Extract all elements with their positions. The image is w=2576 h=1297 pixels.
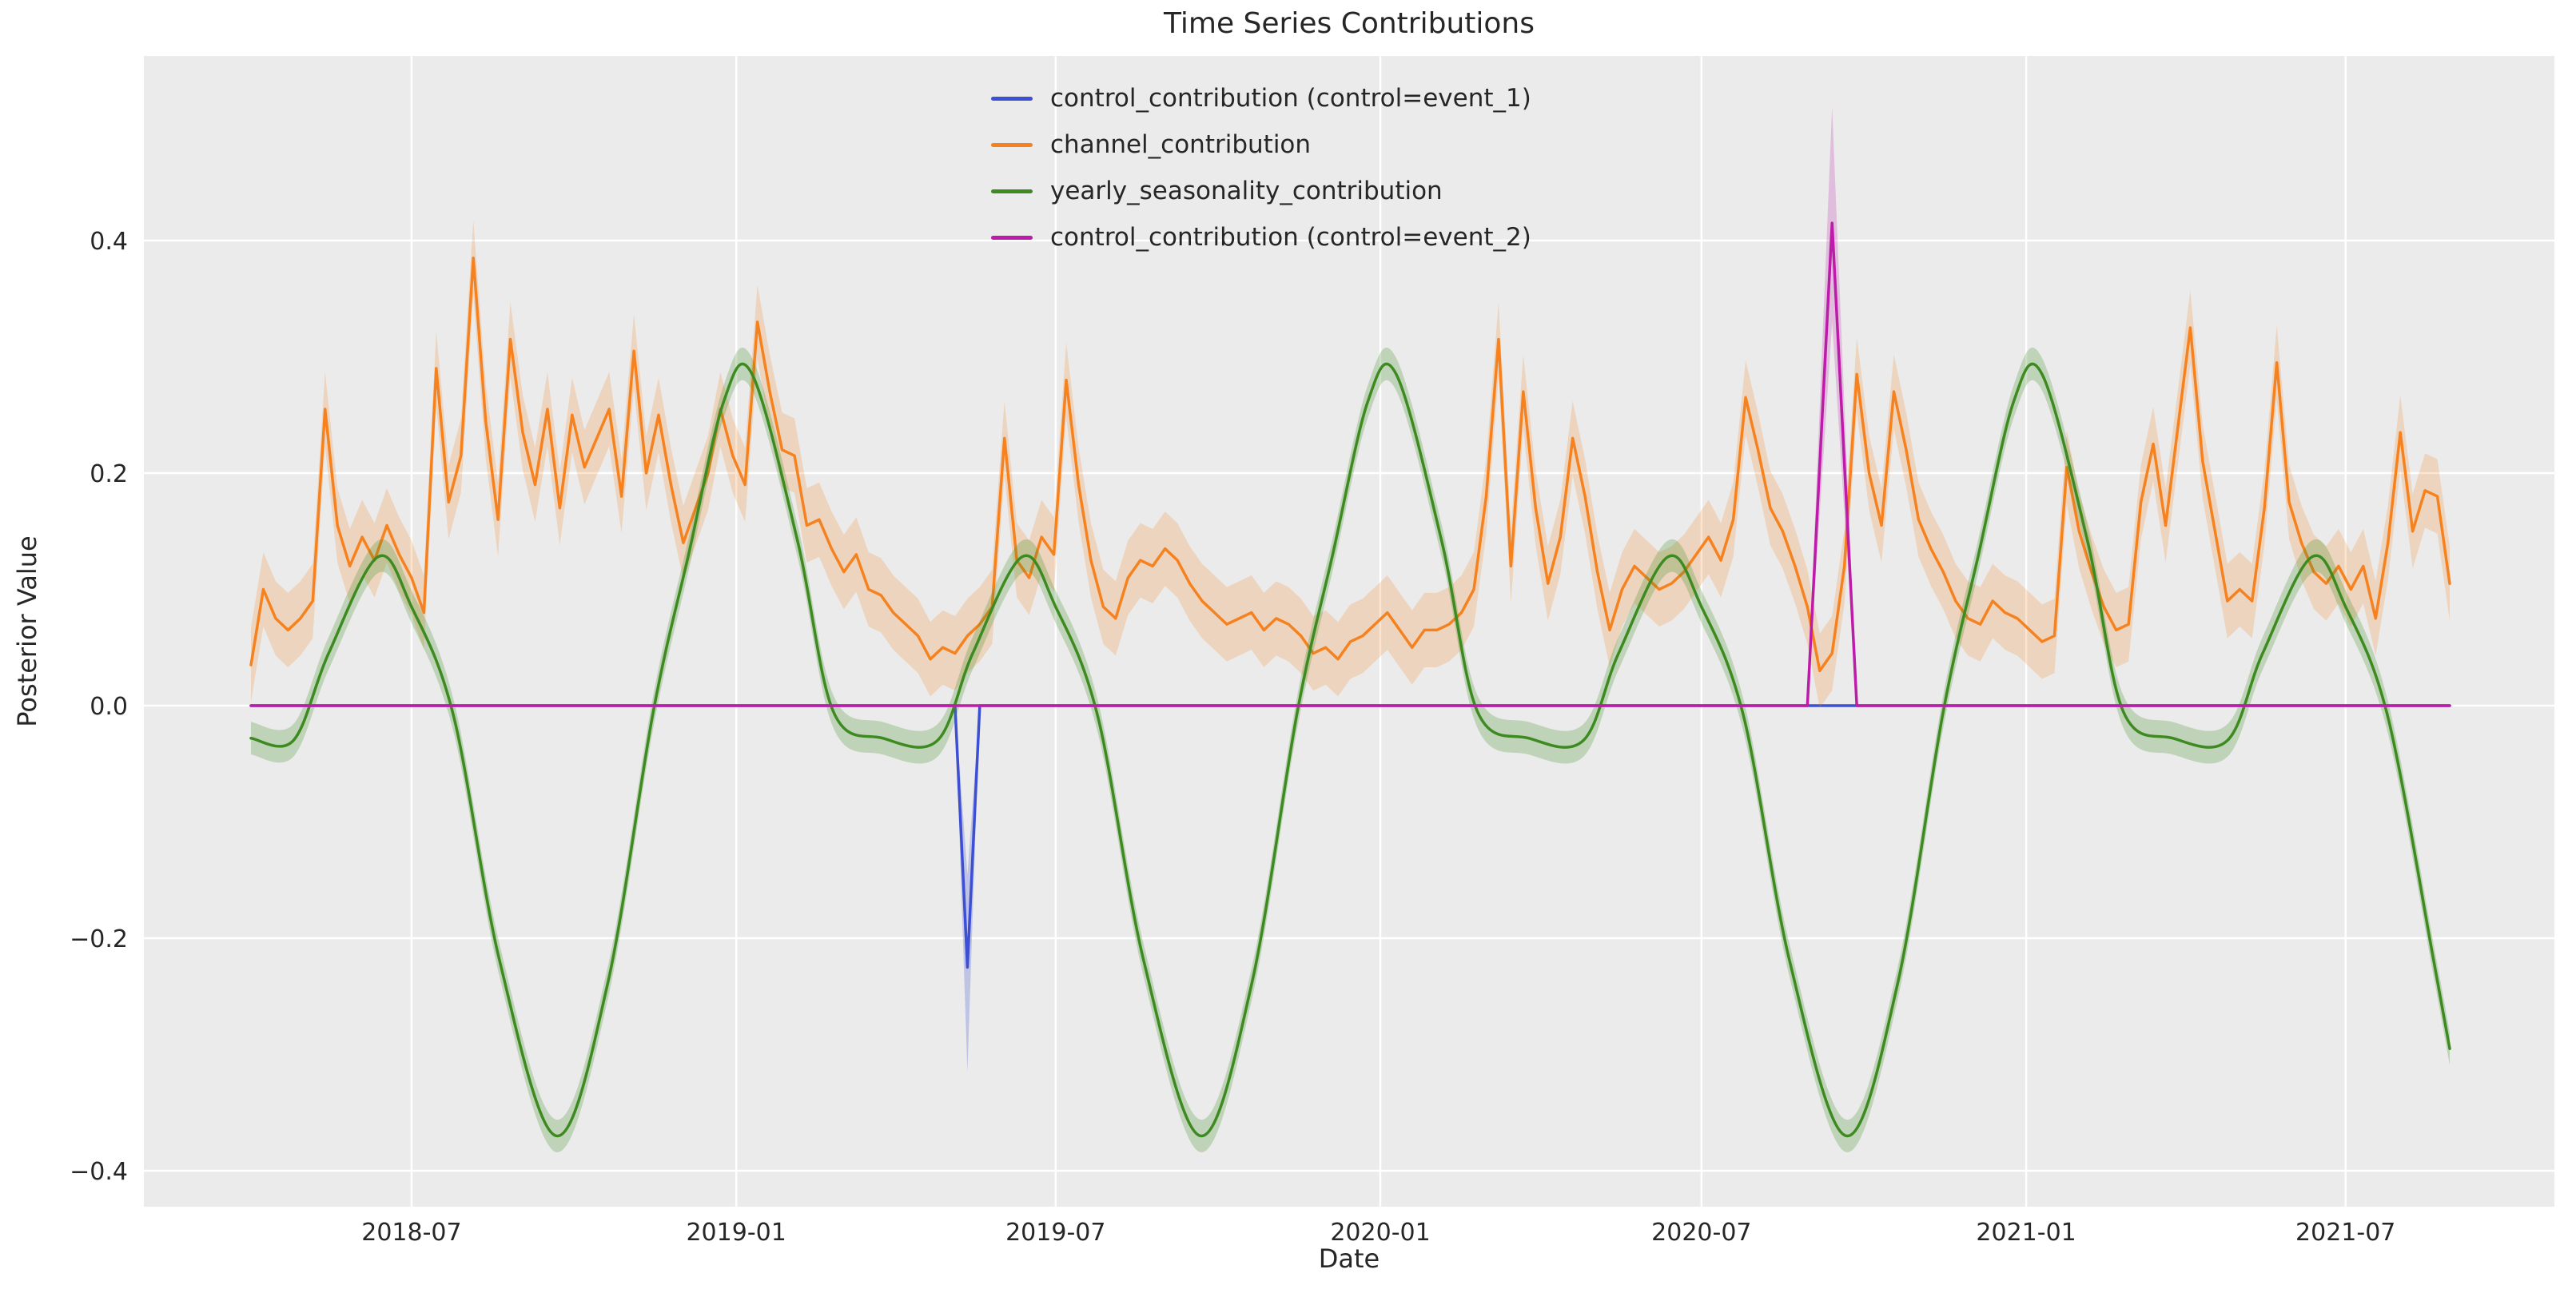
chart-title: Time Series Contributions	[1164, 7, 1535, 40]
series-band-0	[954, 706, 980, 1072]
x-tick-label: 2020-01	[1330, 1219, 1430, 1247]
y-tick-label: −0.4	[70, 1158, 128, 1186]
y-tick-label: −0.2	[70, 925, 128, 953]
series-line-1	[249, 257, 2451, 673]
legend-item-2: yearly_seasonality_contribution	[991, 168, 1531, 214]
y-axis-label: Posterior Value	[12, 535, 42, 727]
legend-item-3: control_contribution (control=event_2)	[991, 214, 1531, 261]
series-line-2	[249, 362, 2451, 1138]
x-axis-label: Date	[1318, 1243, 1380, 1274]
legend-swatch-icon	[991, 142, 1033, 147]
x-tick-label: 2019-07	[1005, 1219, 1105, 1247]
legend-label: yearly_seasonality_contribution	[1050, 177, 1443, 205]
legend-item-1: channel_contribution	[991, 121, 1531, 168]
legend-swatch-icon	[991, 235, 1033, 240]
x-tick-label: 2020-07	[1651, 1219, 1751, 1247]
legend-item-0: control_contribution (control=event_1)	[991, 75, 1531, 121]
x-tick-label: 2019-01	[686, 1219, 786, 1247]
x-tick-label: 2021-07	[2295, 1219, 2395, 1247]
y-tick-label: 0.4	[90, 228, 128, 256]
x-tick-label: 2018-07	[361, 1219, 461, 1247]
y-tick-label: 0.0	[90, 693, 128, 721]
x-tick-label: 2021-01	[1976, 1219, 2076, 1247]
legend-label: control_contribution (control=event_1)	[1050, 84, 1531, 113]
plot-background	[144, 56, 2554, 1207]
series-line-3	[249, 221, 2451, 707]
legend-label: channel_contribution	[1050, 130, 1312, 159]
legend-label: control_contribution (control=event_2)	[1050, 223, 1531, 252]
y-tick-label: 0.2	[90, 460, 128, 488]
legend: control_contribution (control=event_1)ch…	[991, 75, 1531, 261]
series-band-1	[251, 221, 2450, 708]
legend-swatch-icon	[991, 189, 1033, 193]
legend-swatch-icon	[991, 96, 1033, 101]
